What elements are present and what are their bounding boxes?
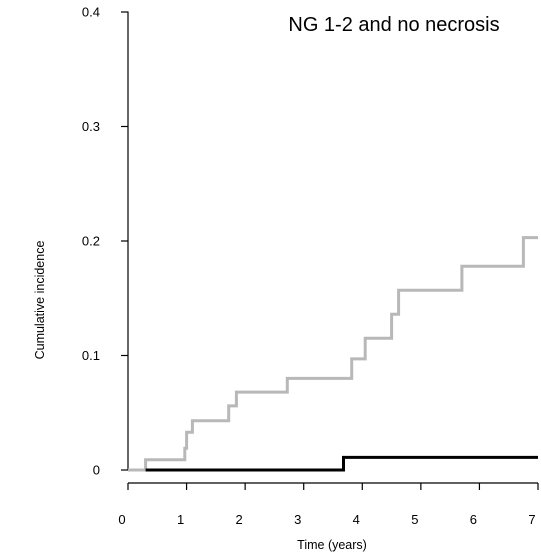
x-tick-label: 3 xyxy=(294,512,301,527)
x-tick-label: 5 xyxy=(411,512,418,527)
series-line-2 xyxy=(145,455,538,472)
chart-title: NG 1-2 and no necrosis xyxy=(288,14,499,36)
x-tick-label: 7 xyxy=(528,512,535,527)
series-line-1 xyxy=(128,236,538,472)
x-tick-label: 1 xyxy=(177,512,184,527)
x-tick-label: 2 xyxy=(236,512,243,527)
axes: 0 0.1 0.2 0.3 0.4 0 1 2 3 4 5 6 7 xyxy=(82,5,539,527)
y-axis-title: Cumulative incidence xyxy=(33,241,47,360)
y-tick-label: 0.2 xyxy=(82,234,100,249)
y-tick-label: 0.4 xyxy=(82,5,100,20)
x-tick-label: 0 xyxy=(118,512,125,527)
x-axis-title: Time (years) xyxy=(297,538,367,552)
y-tick-label: 0 xyxy=(93,463,100,478)
y-tick-label: 0.1 xyxy=(82,348,100,363)
x-tick-label: 4 xyxy=(353,512,360,527)
x-tick-label: 6 xyxy=(470,512,477,527)
y-tick-label: 0.3 xyxy=(82,119,100,134)
series-layer xyxy=(128,236,538,472)
